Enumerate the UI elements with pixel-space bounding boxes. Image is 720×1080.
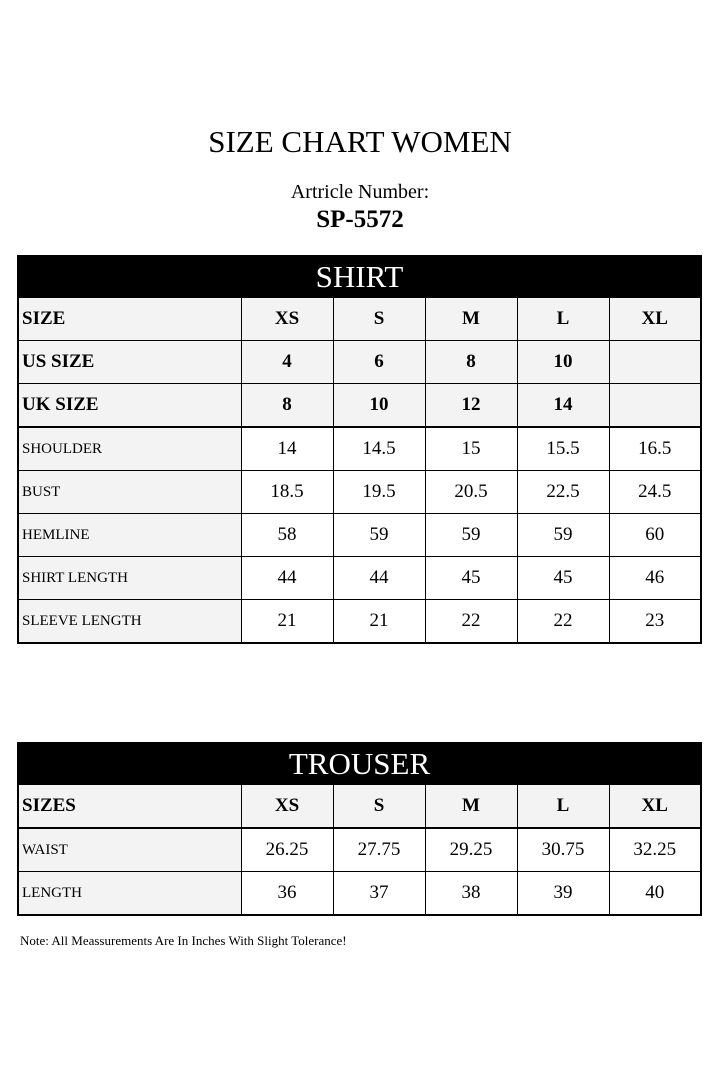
- row-label: SLEEVE LENGTH: [17, 599, 242, 644]
- header-cell: L: [516, 297, 610, 341]
- table-row: WAIST 26.25 27.75 29.25 30.75 32.25: [17, 827, 702, 872]
- header-cell: 4: [240, 340, 334, 384]
- header-cell: 12: [424, 383, 518, 428]
- measurement-cell: 46: [608, 556, 702, 600]
- measurement-cell: 29.25: [424, 827, 518, 872]
- measurement-cell: 59: [332, 513, 426, 557]
- measurement-cell: 39: [516, 871, 610, 916]
- table-row: LENGTH 36 37 38 39 40: [17, 871, 702, 916]
- trouser-heading: TROUSER: [18, 743, 701, 785]
- measurement-cell: 21: [332, 599, 426, 644]
- article-number: SP-5572: [316, 206, 404, 233]
- measurement-cell: 44: [240, 556, 334, 600]
- row-label: HEMLINE: [17, 513, 242, 557]
- shirt-heading: SHIRT: [18, 256, 701, 298]
- measurement-cell: 44: [332, 556, 426, 600]
- header-cell: 8: [424, 340, 518, 384]
- measurement-cell: 15.5: [516, 426, 610, 471]
- measurement-cell: 24.5: [608, 470, 702, 514]
- table-row: SHIRT LENGTH 44 44 45 45 46: [17, 556, 702, 600]
- header-cell: XS: [240, 297, 334, 341]
- header-cell: M: [424, 297, 518, 341]
- header-cell: 6: [332, 340, 426, 384]
- row-label: SIZES: [17, 784, 242, 829]
- trouser-size-table: TROUSER SIZES XS S M L XL WAIST 26.25 27.75 29.25 3…: [17, 742, 702, 916]
- measurement-cell: 22: [424, 599, 518, 644]
- shirt-size-table: SHIRT SIZE XS S M L XL US SIZE 4 6 8 10 UK SIZE 8 10 12…: [17, 255, 702, 644]
- header-cell: XL: [608, 784, 702, 829]
- measurement-cell: 30.75: [516, 827, 610, 872]
- row-label: LENGTH: [17, 871, 242, 916]
- measurement-cell: 36: [240, 871, 334, 916]
- measurement-cell: 18.5: [240, 470, 334, 514]
- measurement-cell: 45: [424, 556, 518, 600]
- measurement-note: Note: All Meassurements Are In Inches Wi…: [20, 933, 347, 948]
- measurement-cell: 37: [332, 871, 426, 916]
- header-cell: 10: [332, 383, 426, 428]
- header-cell: 14: [516, 383, 610, 428]
- row-label: WAIST: [17, 827, 242, 872]
- header-cell: 10: [516, 340, 610, 384]
- header-cell: S: [332, 297, 426, 341]
- row-label: US SIZE: [17, 340, 242, 384]
- measurement-cell: 23: [608, 599, 702, 644]
- table-row: BUST 18.5 19.5 20.5 22.5 24.5: [17, 470, 702, 514]
- measurement-cell: 45: [516, 556, 610, 600]
- header-cell: XS: [240, 784, 334, 829]
- measurement-cell: 59: [516, 513, 610, 557]
- measurement-cell: 40: [608, 871, 702, 916]
- measurement-cell: 14.5: [332, 426, 426, 471]
- header-cell: XL: [608, 297, 702, 341]
- shirt-header-row: SIZE XS S M L XL: [17, 297, 702, 341]
- measurement-cell: 38: [424, 871, 518, 916]
- header-cell: L: [516, 784, 610, 829]
- measurement-cell: 21: [240, 599, 334, 644]
- measurement-cell: 60: [608, 513, 702, 557]
- table-row: SLEEVE LENGTH 21 21 22 22 23: [17, 599, 702, 644]
- article-label: Artricle Number:: [290, 181, 430, 203]
- row-label: UK SIZE: [17, 383, 242, 428]
- measurement-cell: 15: [424, 426, 518, 471]
- measurement-cell: 16.5: [608, 426, 702, 471]
- header-cell: [608, 383, 702, 428]
- measurement-cell: 58: [240, 513, 334, 557]
- shirt-header-row: UK SIZE 8 10 12 14: [17, 383, 702, 428]
- measurement-cell: 32.25: [608, 827, 702, 872]
- measurement-cell: 27.75: [332, 827, 426, 872]
- header-cell: [608, 340, 702, 384]
- measurement-cell: 26.25: [240, 827, 334, 872]
- row-label: SHOULDER: [17, 426, 242, 471]
- page-title: SIZE CHART WOMEN: [208, 124, 512, 159]
- row-label: SHIRT LENGTH: [17, 556, 242, 600]
- header-cell: M: [424, 784, 518, 829]
- row-label: BUST: [17, 470, 242, 514]
- measurement-cell: 59: [424, 513, 518, 557]
- header-cell: S: [332, 784, 426, 829]
- measurement-cell: 14: [240, 426, 334, 471]
- row-label: SIZE: [17, 297, 242, 341]
- shirt-header-row: US SIZE 4 6 8 10: [17, 340, 702, 384]
- table-row: HEMLINE 58 59 59 59 60: [17, 513, 702, 557]
- measurement-cell: 20.5: [424, 470, 518, 514]
- table-row: SHOULDER 14 14.5 15 15.5 16.5: [17, 426, 702, 471]
- header-cell: 8: [240, 383, 334, 428]
- trouser-header-row: SIZES XS S M L XL: [17, 784, 702, 829]
- measurement-cell: 22: [516, 599, 610, 644]
- measurement-cell: 22.5: [516, 470, 610, 514]
- measurement-cell: 19.5: [332, 470, 426, 514]
